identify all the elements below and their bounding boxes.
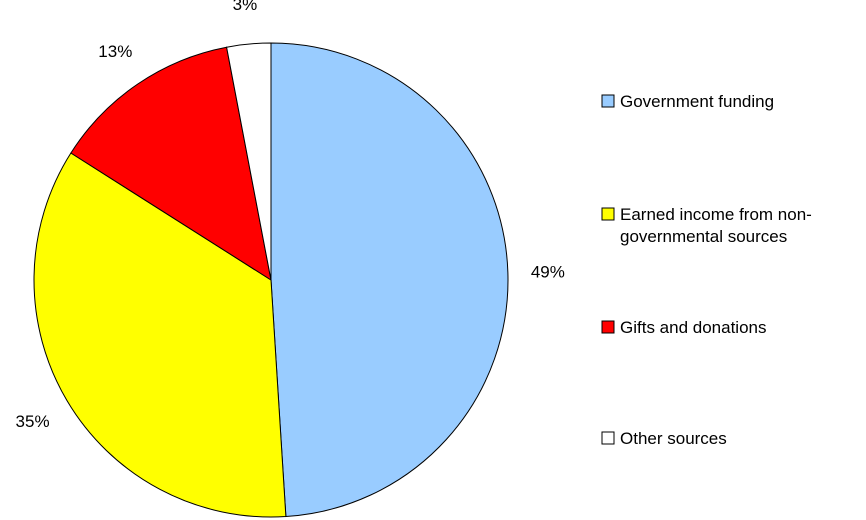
legend-swatch <box>601 207 615 221</box>
legend-label: governmental sources <box>620 227 787 246</box>
legend-item-other-sources: Other sources <box>601 429 727 448</box>
data-label-earned-income-from-non-governmental-sources: 35% <box>16 412 50 431</box>
legend-item-government-funding: Government funding <box>601 92 774 111</box>
pie-slice-other-sources <box>226 42 272 281</box>
legend-swatch <box>601 431 615 445</box>
legend-swatch <box>601 320 615 334</box>
legend-label: Other sources <box>620 429 727 448</box>
legend-item-earned-income-from-non-governmental-sources: Earned income from non-governmental sour… <box>601 205 812 246</box>
legend-label: Gifts and donations <box>620 318 766 337</box>
data-label-other-sources: 3% <box>233 0 258 14</box>
pie-labels: 49% 35% 13% 3% <box>16 0 565 431</box>
data-label-gifts-and-donations: 13% <box>98 42 132 61</box>
pie-slice-earned-income-from-non-governmental-sources <box>33 152 287 518</box>
pie-slices <box>33 42 509 518</box>
legend-swatch <box>601 94 615 108</box>
legend: Government funding Earned income from non… <box>601 92 812 448</box>
legend-label: Earned income from non- <box>620 205 812 224</box>
pie-slice-government-funding <box>270 42 509 518</box>
legend-item-gifts-and-donations: Gifts and donations <box>601 318 766 337</box>
pie-slice-gifts-and-donations <box>70 46 272 282</box>
legend-label: Government funding <box>620 92 774 111</box>
data-label-government-funding: 49% <box>531 262 565 281</box>
